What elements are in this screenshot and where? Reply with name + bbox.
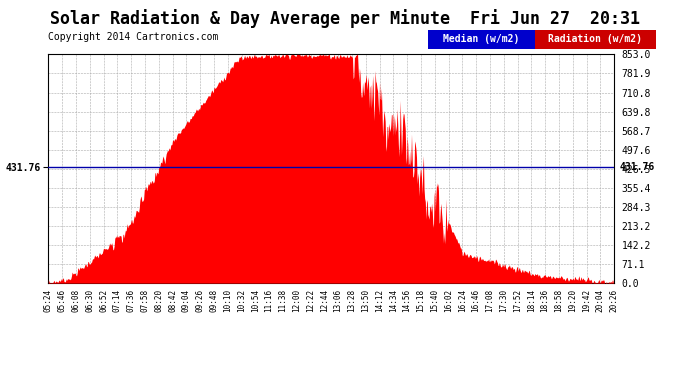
Text: Solar Radiation & Day Average per Minute  Fri Jun 27  20:31: Solar Radiation & Day Average per Minute…	[50, 9, 640, 28]
Text: 431.76: 431.76	[620, 162, 655, 172]
Text: Copyright 2014 Cartronics.com: Copyright 2014 Cartronics.com	[48, 32, 219, 42]
Text: Radiation (w/m2): Radiation (w/m2)	[548, 34, 642, 44]
Text: Median (w/m2): Median (w/m2)	[443, 34, 520, 44]
